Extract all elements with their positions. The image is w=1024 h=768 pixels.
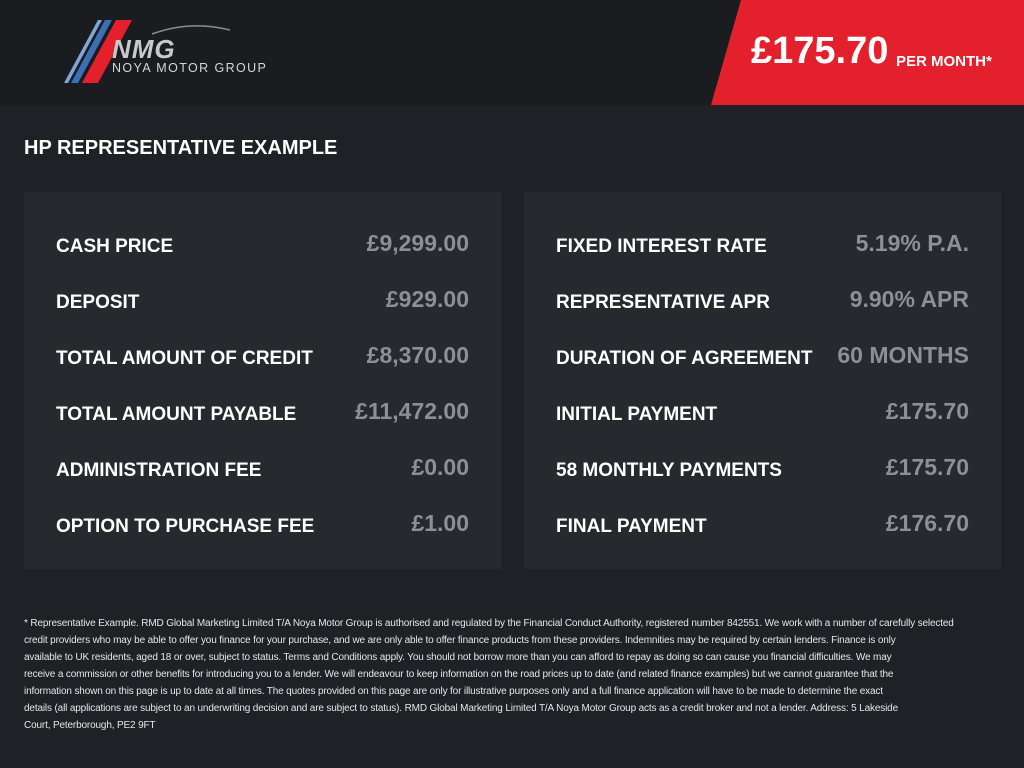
row-value: £1.00 bbox=[411, 510, 469, 536]
row-label: DURATION OF AGREEMENT bbox=[556, 348, 813, 369]
finance-row: INITIAL PAYMENT £175.70 bbox=[556, 398, 969, 428]
row-label: FIXED INTEREST RATE bbox=[556, 236, 767, 257]
row-value: 60 MONTHS bbox=[837, 342, 969, 368]
monthly-price-banner: £175.70 PER MONTH* bbox=[711, 0, 1024, 105]
row-label: FINAL PAYMENT bbox=[556, 516, 707, 537]
disclaimer-line: details (all applications are subject to… bbox=[24, 703, 898, 714]
row-value: £175.70 bbox=[885, 398, 969, 424]
header: NMG NOYA MOTOR GROUP £175.70 PER MONTH* bbox=[0, 0, 1024, 105]
finance-row: DEPOSIT £929.00 bbox=[56, 286, 469, 316]
row-value: £176.70 bbox=[885, 510, 969, 536]
finance-row: TOTAL AMOUNT OF CREDIT £8,370.00 bbox=[56, 342, 469, 372]
row-label: TOTAL AMOUNT OF CREDIT bbox=[56, 348, 313, 369]
disclaimer-line: * Representative Example. RMD Global Mar… bbox=[24, 618, 954, 629]
finance-row: TOTAL AMOUNT PAYABLE £11,472.00 bbox=[56, 398, 469, 428]
finance-row: CASH PRICE £9,299.00 bbox=[56, 230, 469, 260]
row-value: 5.19% P.A. bbox=[855, 230, 969, 256]
row-label: ADMINISTRATION FEE bbox=[56, 460, 262, 481]
row-label: DEPOSIT bbox=[56, 292, 140, 313]
disclaimer-line: receive a commission or other benefits f… bbox=[24, 669, 894, 680]
finance-row: OPTION TO PURCHASE FEE £1.00 bbox=[56, 510, 469, 540]
row-value: £0.00 bbox=[411, 454, 469, 480]
row-value: £929.00 bbox=[385, 286, 469, 312]
nmg-logo bbox=[60, 18, 300, 88]
row-label: TOTAL AMOUNT PAYABLE bbox=[56, 404, 297, 425]
disclaimer-line: available to UK residents, aged 18 or ov… bbox=[24, 652, 892, 663]
finance-row: FINAL PAYMENT £176.70 bbox=[556, 510, 969, 540]
page-title: HP REPRESENTATIVE EXAMPLE bbox=[24, 137, 338, 159]
row-value: £8,370.00 bbox=[366, 342, 469, 368]
row-label: 58 MONTHLY PAYMENTS bbox=[556, 460, 782, 481]
per-month-label: PER MONTH* bbox=[896, 53, 992, 70]
row-label: INITIAL PAYMENT bbox=[556, 404, 718, 425]
finance-row: 58 MONTHLY PAYMENTS £175.70 bbox=[556, 454, 969, 484]
monthly-price: £175.70 bbox=[751, 30, 889, 72]
disclaimer: * Representative Example. RMD Global Mar… bbox=[24, 615, 954, 734]
disclaimer-line: Court, Peterborough, PE2 9FT bbox=[24, 720, 156, 731]
finance-row: REPRESENTATIVE APR 9.90% APR bbox=[556, 286, 969, 316]
finance-row: DURATION OF AGREEMENT 60 MONTHS bbox=[556, 342, 969, 372]
finance-row: ADMINISTRATION FEE £0.00 bbox=[56, 454, 469, 484]
row-label: OPTION TO PURCHASE FEE bbox=[56, 516, 315, 537]
logo-stripes-icon bbox=[64, 20, 231, 83]
row-value: £9,299.00 bbox=[366, 230, 469, 256]
row-label: REPRESENTATIVE APR bbox=[556, 292, 770, 313]
logo-text: NMG bbox=[112, 34, 176, 64]
logo-subtitle: NOYA MOTOR GROUP bbox=[112, 61, 268, 75]
disclaimer-line: credit providers who may be able to offe… bbox=[24, 635, 896, 646]
row-label: CASH PRICE bbox=[56, 236, 174, 257]
finance-row: FIXED INTEREST RATE 5.19% P.A. bbox=[556, 230, 969, 260]
row-value: £11,472.00 bbox=[355, 398, 469, 424]
finance-panel-left: CASH PRICE £9,299.00 DEPOSIT £929.00 TOTAL… bbox=[24, 192, 501, 569]
disclaimer-line: information shown on this page is up to … bbox=[24, 686, 883, 697]
row-value: £175.70 bbox=[885, 454, 969, 480]
finance-panel-right: FIXED INTEREST RATE 5.19% P.A. REPRESENTA… bbox=[524, 192, 1001, 569]
row-value: 9.90% APR bbox=[849, 286, 969, 312]
